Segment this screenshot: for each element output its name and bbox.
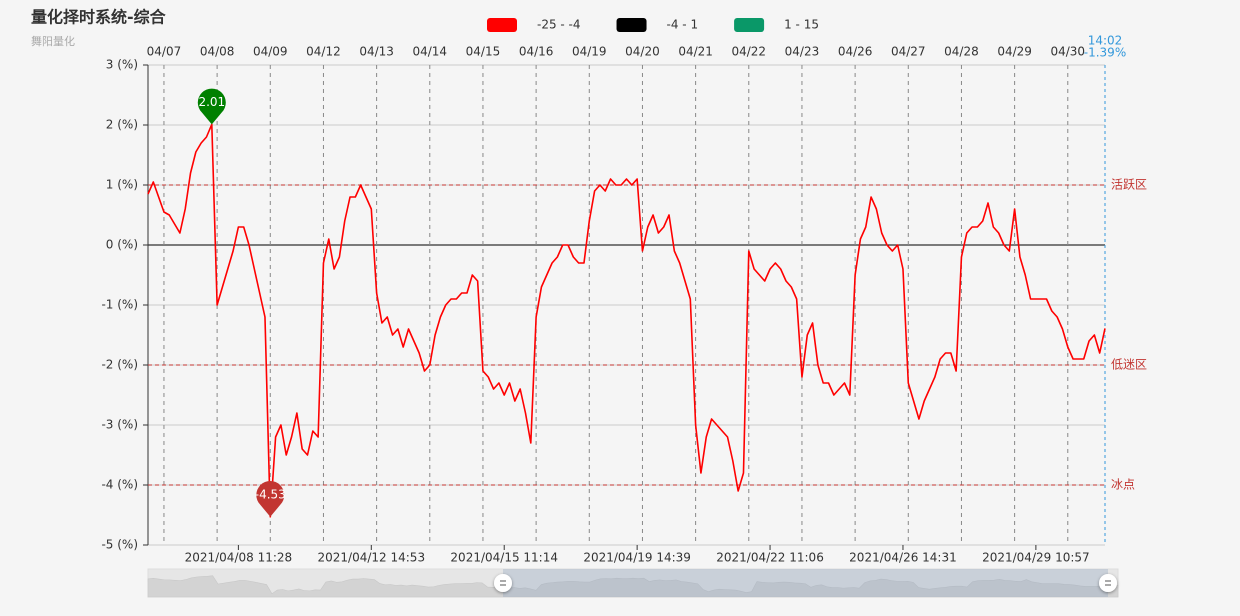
latest-time: 14:02: [1088, 34, 1123, 48]
y-tick-label: 0 (%): [106, 238, 138, 252]
legend-swatch: [487, 18, 517, 32]
legend-label: 1 - 15: [784, 18, 819, 32]
day-label: 04/27: [891, 45, 926, 59]
day-label: 04/12: [306, 45, 341, 59]
zoom-preview: [147, 575, 1119, 598]
x-tick-label: 2021/04/19 14:39: [583, 551, 691, 565]
zoom-handle-knob[interactable]: [494, 574, 512, 592]
day-label: 04/22: [731, 45, 766, 59]
y-tick-label: -5 (%): [101, 538, 138, 552]
mark-point-label: 2.01: [198, 95, 225, 109]
y-tick-label: -4 (%): [101, 478, 138, 492]
zoom-handle-knob[interactable]: [1099, 574, 1117, 592]
mark-point: [256, 481, 285, 517]
legend-swatch: [616, 18, 647, 32]
latest-value: -1.39%: [1084, 46, 1126, 60]
day-label: 04/21: [678, 45, 713, 59]
x-tick-label: 2021/04/29 10:57: [982, 551, 1090, 565]
day-label: 04/23: [785, 45, 820, 59]
legend-label: -25 - -4: [537, 18, 581, 32]
mark-line-label: 低迷区: [1111, 358, 1147, 372]
x-tick-label: 2021/04/15 11:14: [450, 551, 558, 565]
day-label: 04/15: [466, 45, 501, 59]
day-label: 04/07: [147, 45, 182, 59]
x-tick-label: 2021/04/22 11:06: [716, 551, 824, 565]
mark-point-label: -4.53: [255, 487, 286, 501]
chart-subtitle: 舞阳量化: [31, 34, 75, 48]
day-label: 04/09: [253, 45, 288, 59]
zoom-window: [503, 569, 1108, 597]
mark-line-label: 冰点: [1111, 478, 1135, 492]
day-label: 04/29: [997, 45, 1032, 59]
zoom-handle[interactable]: [1099, 574, 1117, 592]
y-tick-label: 1 (%): [106, 178, 138, 192]
chart-title: 量化择时系统-综合: [31, 8, 167, 27]
y-tick-label: -3 (%): [101, 418, 138, 432]
y-tick-label: 3 (%): [106, 58, 138, 72]
mark-point: [197, 88, 226, 125]
day-label: 04/08: [200, 45, 235, 59]
day-label: 04/30: [1050, 45, 1085, 59]
legend-swatch: [734, 18, 765, 32]
x-tick-label: 2021/04/08 11:28: [185, 551, 293, 565]
x-tick-label: 2021/04/26 14:31: [849, 551, 957, 565]
day-label: 04/26: [838, 45, 873, 59]
y-tick-label: -1 (%): [101, 298, 138, 312]
x-tick-label: 2021/04/12 14:53: [318, 551, 426, 565]
day-label: 04/13: [359, 45, 394, 59]
day-label: 04/28: [944, 45, 979, 59]
day-label: 04/16: [519, 45, 554, 59]
day-label: 04/14: [412, 45, 447, 59]
day-label: 04/19: [572, 45, 607, 59]
legend-label: -4 - 1: [667, 18, 699, 32]
y-tick-label: -2 (%): [101, 358, 138, 372]
day-label: 04/20: [625, 45, 660, 59]
series-line: [147, 123, 1106, 518]
zoom-handle[interactable]: [494, 574, 512, 592]
y-tick-label: 2 (%): [106, 118, 138, 132]
mark-line-label: 活跃区: [1111, 178, 1147, 192]
